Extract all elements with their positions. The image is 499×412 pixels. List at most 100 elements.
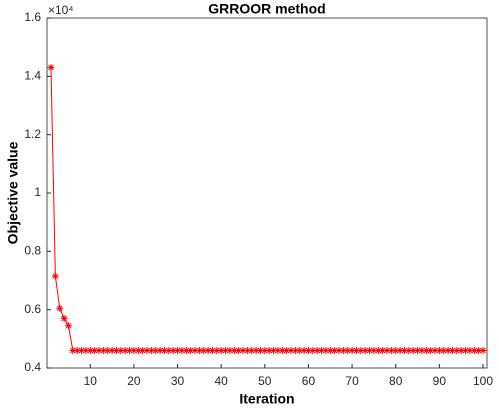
marker bbox=[69, 347, 77, 354]
marker bbox=[235, 347, 243, 354]
marker bbox=[352, 347, 360, 354]
marker bbox=[139, 347, 147, 354]
marker bbox=[291, 347, 299, 354]
x-tick-label: 40 bbox=[215, 374, 229, 388]
marker bbox=[361, 347, 369, 354]
x-tick-label: 20 bbox=[127, 374, 141, 388]
marker bbox=[409, 347, 417, 354]
y-tick-label: 0.6 bbox=[24, 302, 41, 316]
marker bbox=[435, 347, 443, 354]
marker bbox=[322, 347, 330, 354]
marker bbox=[278, 347, 286, 354]
marker bbox=[230, 347, 238, 354]
marker bbox=[466, 347, 474, 354]
marker bbox=[117, 347, 125, 354]
marker bbox=[126, 347, 134, 354]
marker bbox=[370, 347, 378, 354]
marker bbox=[82, 347, 90, 354]
marker bbox=[265, 347, 273, 354]
marker bbox=[357, 347, 365, 354]
marker bbox=[134, 347, 142, 354]
x-tick-label: 30 bbox=[171, 374, 185, 388]
marker bbox=[248, 347, 256, 354]
marker bbox=[283, 347, 291, 354]
marker bbox=[56, 304, 64, 312]
marker bbox=[318, 347, 326, 354]
marker bbox=[475, 347, 483, 354]
marker bbox=[462, 347, 470, 354]
marker bbox=[440, 347, 448, 354]
marker bbox=[222, 347, 230, 354]
marker bbox=[448, 347, 456, 354]
marker bbox=[213, 347, 221, 354]
line bbox=[50, 67, 483, 351]
marker bbox=[200, 347, 208, 354]
marker bbox=[95, 347, 103, 354]
marker bbox=[405, 347, 413, 354]
marker bbox=[104, 347, 112, 354]
marker bbox=[335, 347, 343, 354]
marker bbox=[160, 347, 168, 354]
marker bbox=[112, 347, 120, 354]
marker bbox=[121, 347, 129, 354]
marker bbox=[252, 347, 260, 354]
chart-title: GRROOR method bbox=[208, 1, 325, 17]
marker bbox=[374, 347, 382, 354]
marker bbox=[300, 347, 308, 354]
marker bbox=[78, 347, 86, 354]
marker bbox=[383, 347, 391, 354]
marker bbox=[217, 347, 225, 354]
x-tick-label: 50 bbox=[258, 374, 272, 388]
marker bbox=[331, 347, 339, 354]
plot-area bbox=[46, 17, 488, 369]
marker bbox=[379, 347, 387, 354]
marker bbox=[479, 347, 487, 354]
marker bbox=[191, 347, 199, 354]
marker bbox=[256, 347, 264, 354]
marker bbox=[143, 347, 151, 354]
y-tick-label: 1.6 bbox=[24, 10, 41, 24]
marker bbox=[187, 347, 195, 354]
y-tick-label: 1 bbox=[34, 185, 41, 199]
marker bbox=[396, 347, 404, 354]
marker bbox=[296, 347, 304, 354]
marker bbox=[453, 347, 461, 354]
marker bbox=[182, 347, 190, 354]
marker bbox=[344, 347, 352, 354]
marker bbox=[130, 347, 138, 354]
marker bbox=[313, 347, 321, 354]
marker bbox=[64, 322, 72, 330]
y-tick-label: 0.4 bbox=[24, 360, 41, 374]
marker bbox=[270, 347, 278, 354]
y-tick-label: 0.8 bbox=[24, 244, 41, 258]
marker bbox=[287, 347, 295, 354]
marker bbox=[414, 347, 422, 354]
marker bbox=[165, 347, 173, 354]
marker bbox=[73, 347, 81, 354]
x-tick-label: 60 bbox=[302, 374, 316, 388]
y-axis-label: Objective value bbox=[5, 141, 21, 244]
marker bbox=[174, 347, 182, 354]
marker bbox=[156, 347, 164, 354]
marker bbox=[204, 347, 212, 354]
marker bbox=[427, 347, 435, 354]
marker bbox=[400, 347, 408, 354]
marker bbox=[147, 347, 155, 354]
marker bbox=[326, 347, 334, 354]
marker bbox=[339, 347, 347, 354]
marker bbox=[51, 272, 59, 280]
marker bbox=[457, 347, 465, 354]
marker bbox=[208, 347, 216, 354]
marker bbox=[226, 347, 234, 354]
marker bbox=[274, 347, 282, 354]
marker bbox=[152, 347, 160, 354]
marker bbox=[387, 347, 395, 354]
x-tick-label: 100 bbox=[473, 374, 493, 388]
marker bbox=[195, 347, 203, 354]
x-tick-label: 80 bbox=[389, 374, 403, 388]
marker bbox=[243, 347, 251, 354]
marker bbox=[91, 347, 99, 354]
marker bbox=[348, 347, 356, 354]
